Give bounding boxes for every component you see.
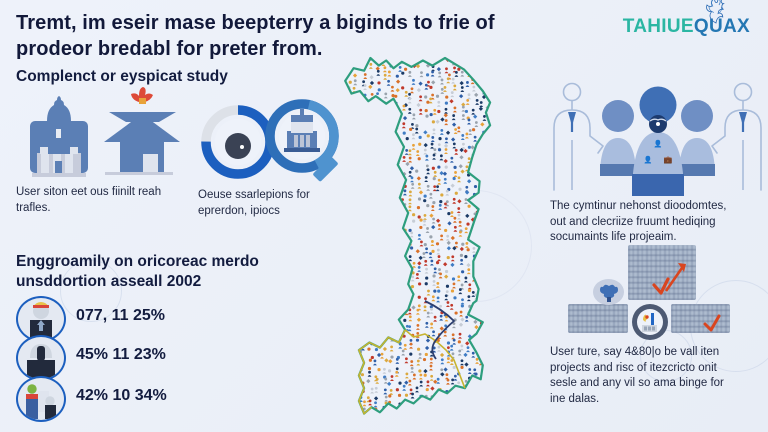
- svg-text:👤: 👤: [644, 155, 653, 164]
- svg-text:💼: 💼: [664, 156, 673, 164]
- svg-text:👤: 👤: [654, 139, 663, 148]
